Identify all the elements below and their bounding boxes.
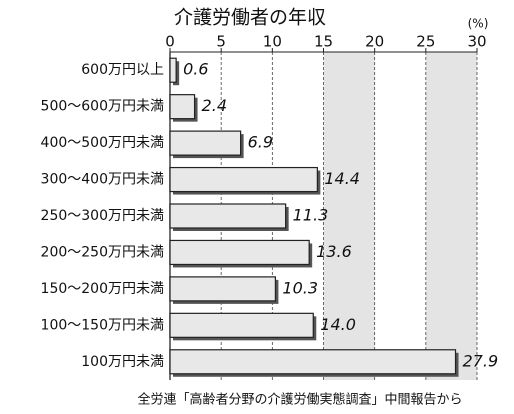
bar: [169, 57, 177, 83]
shaded-band: [323, 52, 375, 380]
shaded-band: [425, 52, 477, 380]
bar: [169, 94, 196, 120]
value-label: 14.4: [324, 169, 360, 188]
bar: [169, 349, 457, 375]
bar: [169, 312, 314, 338]
value-label: 6.9: [248, 133, 273, 152]
value-label: 14.0: [320, 315, 356, 334]
y-tick-label: 100～150万円未満: [41, 317, 164, 333]
bar: [169, 239, 310, 266]
y-tick-label: 150～200万円未満: [41, 281, 164, 297]
x-tick-label: 25: [416, 33, 435, 51]
chart-title: 介護労働者の年収: [174, 7, 326, 29]
value-label: 0.6: [183, 60, 208, 79]
x-tick-label: 20: [365, 33, 384, 51]
y-tick-label: 600万円以上: [81, 62, 164, 78]
y-tick-label: 400～500万円未満: [41, 135, 164, 151]
x-tick-label: 30: [467, 33, 486, 51]
value-label: 27.9: [463, 351, 499, 370]
unit-label: (%): [468, 17, 489, 31]
y-tick-label: 250～300万円未満: [41, 208, 164, 224]
bar: [169, 166, 318, 193]
y-tick-label: 500～600万円未満: [41, 99, 164, 115]
bar: [169, 276, 277, 302]
x-tick-label: 15: [314, 33, 333, 51]
y-tick-label: 200～250万円未満: [41, 244, 164, 260]
bar: [169, 130, 242, 156]
y-tick-label: 300～400万円未満: [41, 172, 164, 188]
x-tick-label: 5: [216, 33, 226, 51]
source-note: 全労連「高齢者分野の介護労働実態調査」中間報告から: [137, 392, 462, 408]
x-tick-label: 0: [165, 33, 175, 51]
y-tick-label: 100万円未満: [81, 354, 164, 370]
x-tick-label: 10: [263, 33, 282, 51]
value-label: 11.3: [293, 206, 329, 225]
value-label: 10.3: [282, 278, 318, 297]
value-label: 2.4: [202, 96, 227, 115]
bar: [169, 203, 287, 229]
value-label: 13.6: [316, 242, 352, 261]
